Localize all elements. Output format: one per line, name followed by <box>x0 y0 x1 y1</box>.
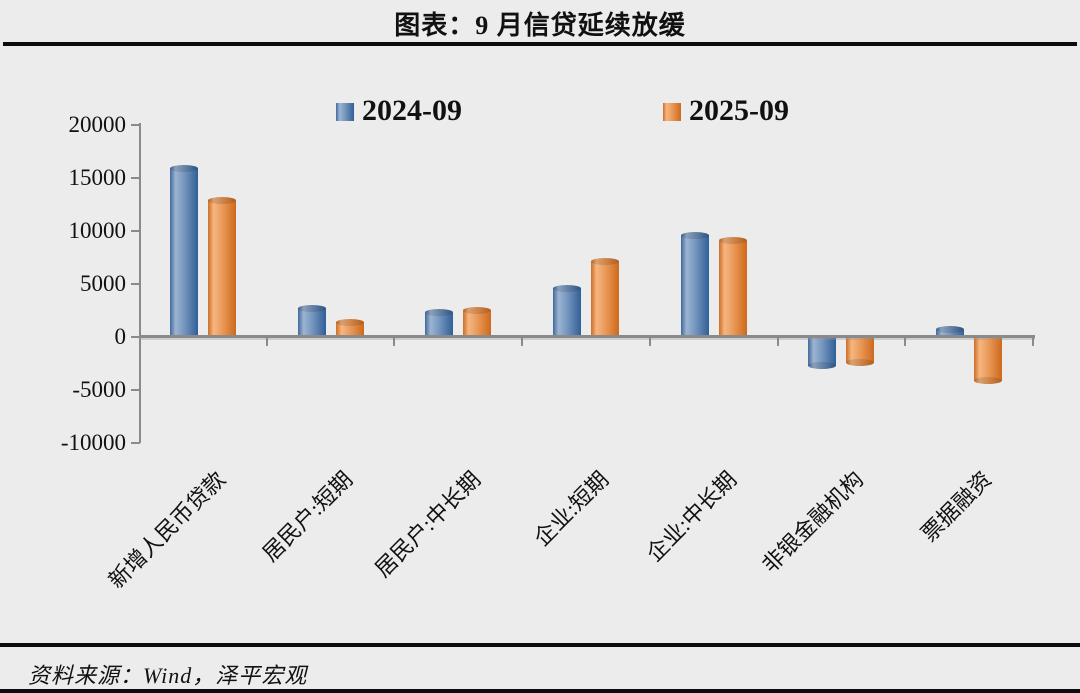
category-label: 居民户:中长期 <box>370 466 486 582</box>
y-axis-tick <box>131 283 140 285</box>
y-axis-label: -10000 <box>60 430 126 455</box>
bar-2024-09-居民户:短期 <box>297 304 326 337</box>
bar-cap <box>808 362 837 370</box>
bar-2025-09-居民户:短期 <box>335 318 364 337</box>
x-axis-tick <box>521 336 524 346</box>
y-axis-label: -5000 <box>72 377 126 402</box>
x-axis-tick <box>1032 336 1034 346</box>
y-axis-label: 5000 <box>80 271 126 296</box>
bar-cap <box>297 304 326 312</box>
x-axis-line <box>139 335 1035 338</box>
legend-item-2025-09: 2025-09 <box>663 94 789 128</box>
x-axis-tick <box>648 336 651 346</box>
x-axis-tick <box>904 336 907 346</box>
y-axis-label: 0 <box>114 324 127 349</box>
x-axis-tick <box>776 336 779 346</box>
y-axis-tick <box>131 389 140 391</box>
y-axis-label: 10000 <box>68 218 127 243</box>
source-note: 资料来源：Wind，泽平宏观 <box>28 663 308 688</box>
footer-top-rule <box>0 643 1080 647</box>
category-label: 非银金融机构 <box>757 466 869 578</box>
bar-2024-09-票据融资 <box>936 326 965 337</box>
bar-2025-09-非银金融机构 <box>846 337 875 366</box>
legend-label-2025-09: 2025-09 <box>689 94 789 127</box>
bottom-rule <box>0 689 1080 693</box>
bar-2025-09-居民户:中长期 <box>463 307 492 337</box>
bar-cap <box>463 307 492 314</box>
bar-cap <box>169 164 198 172</box>
bar-cap <box>425 309 454 317</box>
legend-label-2024-09: 2024-09 <box>362 94 462 127</box>
category-label: 票据融资 <box>916 466 997 547</box>
bar-cap <box>553 284 581 292</box>
bar-cap <box>974 376 1003 384</box>
y-axis-tick <box>131 230 140 232</box>
y-axis-tick <box>131 124 140 126</box>
bar-cap <box>846 358 875 366</box>
bar-2025-09-新增人民币贷款 <box>207 196 236 337</box>
bar-2024-09-企业:中长期 <box>680 231 709 337</box>
bar-cap <box>718 237 747 245</box>
y-axis-tick <box>131 336 140 338</box>
category-label: 企业:短期 <box>528 466 614 551</box>
y-axis-label: 15000 <box>68 165 127 190</box>
bar-cap <box>207 196 236 204</box>
y-axis-tick <box>131 442 140 444</box>
y-axis-line <box>139 123 141 443</box>
top-rule <box>3 42 1077 46</box>
bar-2024-09-企业:短期 <box>553 284 581 337</box>
chart-title: 图表：9 月信贷延续放缓 <box>394 11 686 40</box>
bar-cap <box>335 318 364 326</box>
legend-swatch-2024-09 <box>336 103 354 121</box>
bar-cap <box>591 258 619 266</box>
bar-cap <box>936 326 965 334</box>
bar-2025-09-企业:短期 <box>591 258 619 337</box>
bar-2024-09-非银金融机构 <box>808 337 837 370</box>
category-label: 企业:中长期 <box>641 466 741 567</box>
bar-2025-09-企业:中长期 <box>718 237 747 337</box>
legend-item-2024-09: 2024-09 <box>336 94 462 128</box>
legend-swatch-2025-09 <box>663 103 681 121</box>
category-label: 新增人民币贷款 <box>103 466 231 594</box>
bar-cap <box>680 231 709 239</box>
x-axis-tick <box>393 336 396 346</box>
bar-2024-09-新增人民币贷款 <box>169 164 198 337</box>
bar-2025-09-票据融资 <box>974 337 1003 384</box>
bar-2024-09-居民户:中长期 <box>425 309 454 337</box>
category-label: 居民户:短期 <box>258 466 358 567</box>
y-axis-label: 20000 <box>68 112 127 137</box>
y-axis-tick <box>131 177 140 179</box>
x-axis-tick <box>265 336 268 346</box>
